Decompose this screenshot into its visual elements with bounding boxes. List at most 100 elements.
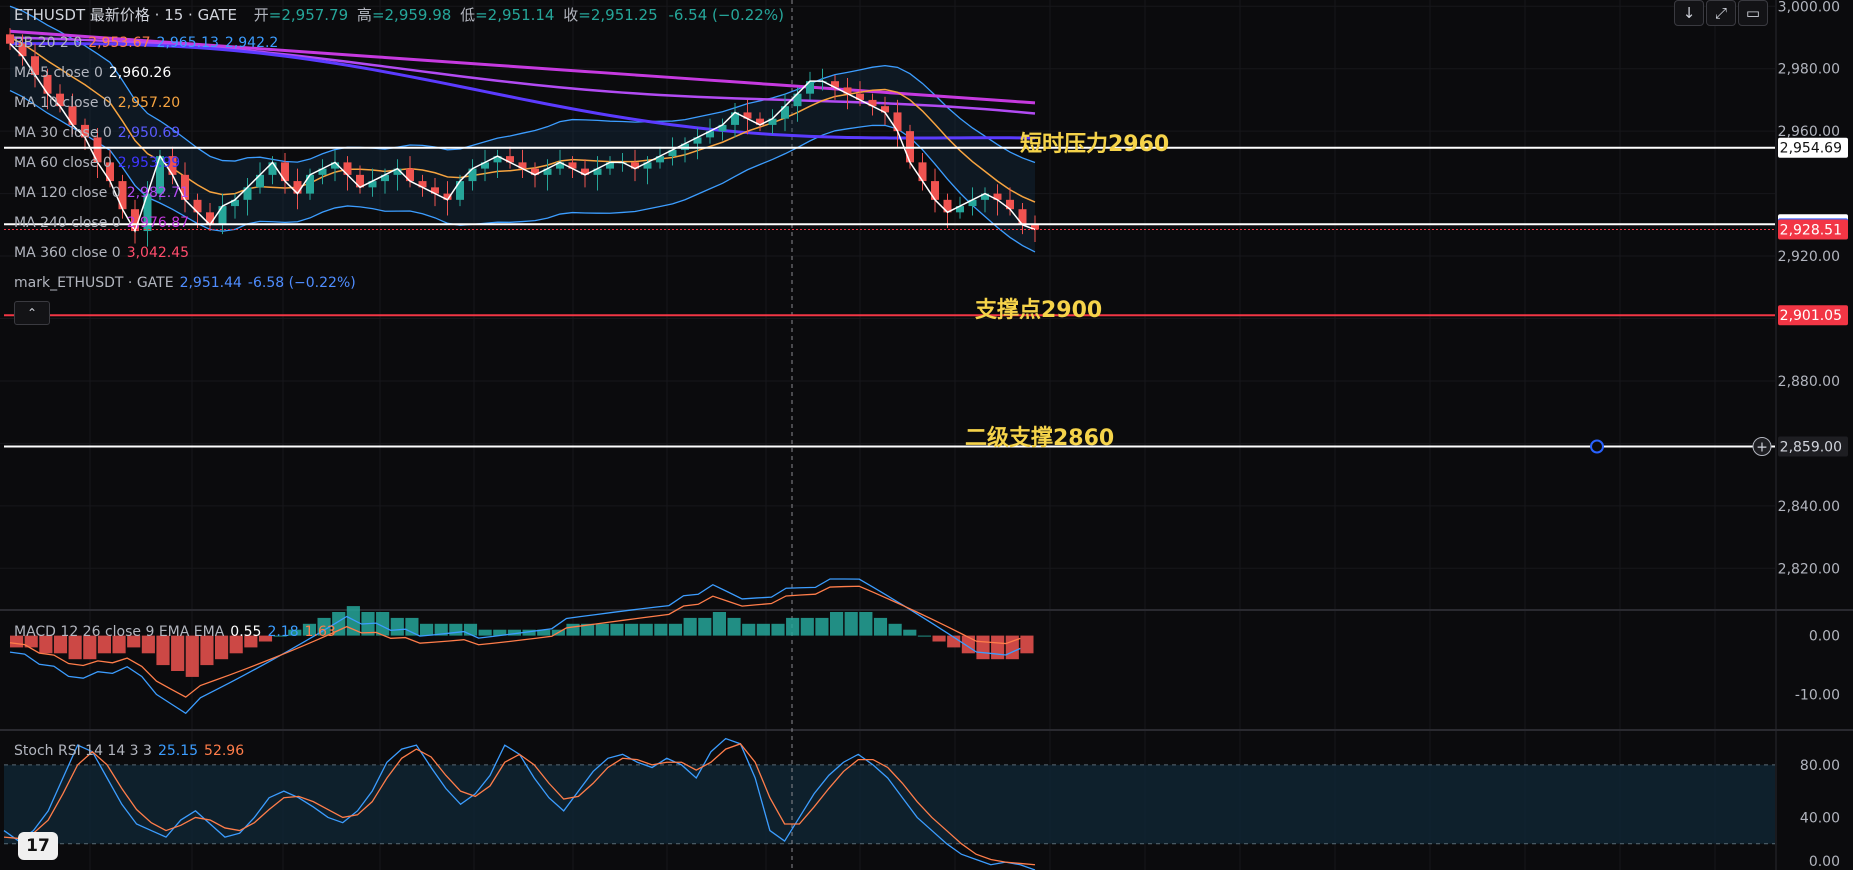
price-tag <box>1778 137 1848 158</box>
symbol-title: ETHUSDT 最新价格 · 15 · GATE <box>14 6 237 24</box>
macd-histogram-bar <box>1020 635 1034 654</box>
macd-histogram-bar <box>873 617 888 636</box>
macd-histogram-bar <box>449 623 463 636</box>
legend-row: Stoch RSI 14 14 3 3 25.15 52.96 <box>14 742 250 760</box>
candle-body <box>706 131 714 138</box>
macd-histogram-bar <box>830 612 844 636</box>
candle-body <box>668 149 677 157</box>
legend-value: 2,957.20 <box>117 95 181 111</box>
candle-body <box>343 162 352 175</box>
stoch-d-line <box>3 743 1036 866</box>
line-handle-icon <box>1590 439 1604 454</box>
legend-value: 2,951.44 <box>179 275 242 291</box>
macd-histogram-bar <box>917 635 931 637</box>
expand-icon[interactable]: ⤢ <box>1706 0 1736 26</box>
candle-body <box>118 181 127 210</box>
candle-body <box>368 181 377 188</box>
legend-row: MA 10 close 0 2,957.20 <box>14 94 186 112</box>
candle-body <box>431 187 439 194</box>
legend-label: MA 10 close 0 <box>14 95 112 111</box>
candle-body <box>281 162 289 182</box>
legend-value: 2,950.69 <box>117 125 181 141</box>
price-tag-label: 2,859.00 <box>1780 440 1842 456</box>
macd-histogram-bar <box>53 635 68 654</box>
legend-row: MA 240 close 0 2,976.87 <box>14 214 195 232</box>
macd-histogram-bar <box>317 617 331 636</box>
macd-histogram-bar <box>610 623 624 636</box>
support-annotation: 支撑点2900 <box>975 298 1103 323</box>
macd-histogram-bar <box>654 623 668 636</box>
legend-label: Stoch RSI 14 14 3 3 <box>14 743 152 759</box>
bollinger-lower <box>9 89 1036 253</box>
legend-label: MA 360 close 0 <box>14 245 121 261</box>
legend-label: MA 120 close 0 <box>14 185 121 201</box>
macd-histogram-bar <box>537 629 551 636</box>
price-tick-label: 2,980.00 <box>1778 62 1840 78</box>
candle-body <box>556 162 564 169</box>
macd-histogram-bar <box>683 617 697 636</box>
macd-histogram-bar <box>200 635 214 666</box>
macd-histogram-bar <box>493 629 507 636</box>
scroll-down-icon[interactable]: ↓ <box>1674 0 1704 26</box>
macd-line <box>9 578 1021 715</box>
collapse-legend-button[interactable]: ⌃ <box>14 301 50 325</box>
macd-histogram-bar <box>302 623 316 636</box>
macd-histogram-bar <box>903 629 917 636</box>
candle-body <box>643 162 652 169</box>
price-tick-label: 2,840.00 <box>1778 499 1840 515</box>
add-alert-icon <box>1752 437 1772 457</box>
candle-body <box>231 199 239 207</box>
candle-body <box>331 162 339 169</box>
candle-body <box>468 168 477 182</box>
price-tick-label: 2,880.00 <box>1778 374 1840 390</box>
macd-histogram-bar <box>698 617 712 636</box>
macd-histogram-bar <box>273 635 287 637</box>
macd-histogram-bar <box>625 623 639 636</box>
candle-body <box>443 193 452 200</box>
candle-body <box>743 112 752 119</box>
chart-toolbar: ↓ ⤢ ▭ <box>1672 0 1768 26</box>
macd-histogram-bar <box>522 629 536 636</box>
legend-value: 3,042.45 <box>126 245 190 261</box>
candle-body <box>943 199 952 213</box>
legend-row: MA 360 close 0 3,042.45 <box>14 244 195 262</box>
macd-histogram-bar <box>141 635 155 654</box>
macd-histogram-bar <box>24 635 38 648</box>
tradingview-logo[interactable]: 17 <box>18 832 58 860</box>
price-tag <box>1778 219 1848 240</box>
legend-value: 2,953.99 <box>117 155 181 171</box>
macd-histogram-bar <box>390 617 404 636</box>
fullscreen-icon[interactable]: ▭ <box>1738 0 1768 26</box>
candle-body <box>56 93 64 107</box>
macd-histogram-bar <box>83 635 97 660</box>
macd-histogram-bar <box>976 635 990 660</box>
macd-histogram-bar <box>420 623 434 636</box>
candle-body <box>543 168 552 175</box>
price-tick-label: 2,820.00 <box>1778 561 1840 577</box>
macd-histogram-bar <box>258 635 273 642</box>
candle-body <box>843 87 852 94</box>
price-tag <box>1778 305 1848 326</box>
candle-body <box>781 106 789 119</box>
price-tag-label: 2,928.51 <box>1780 222 1842 238</box>
macd-histogram-bar <box>639 623 653 636</box>
candle-body <box>1006 199 1014 210</box>
candle-body <box>731 112 739 125</box>
macd-histogram-bar <box>68 635 82 660</box>
legend-row: MA 5 close 0 2,960.26 <box>14 64 177 82</box>
candle-body <box>306 174 314 194</box>
candle-body <box>206 212 214 225</box>
legend-value: 2,976.87 <box>126 215 190 231</box>
stoch-tick-label: 40.00 <box>1800 810 1840 826</box>
legend-row: MA 30 close 0 2,950.69 <box>14 124 186 142</box>
macd-histogram-bar <box>463 623 478 636</box>
legend-value: 2,960.26 <box>108 65 172 81</box>
close-value: =2,951.25 <box>578 6 658 24</box>
candle-body <box>393 168 402 175</box>
macd-histogram-bar <box>332 612 346 636</box>
close-label: 收 <box>563 6 579 24</box>
candle-body <box>493 156 502 163</box>
macd-histogram-bar <box>376 612 390 636</box>
ma-60-line <box>9 42 1036 140</box>
